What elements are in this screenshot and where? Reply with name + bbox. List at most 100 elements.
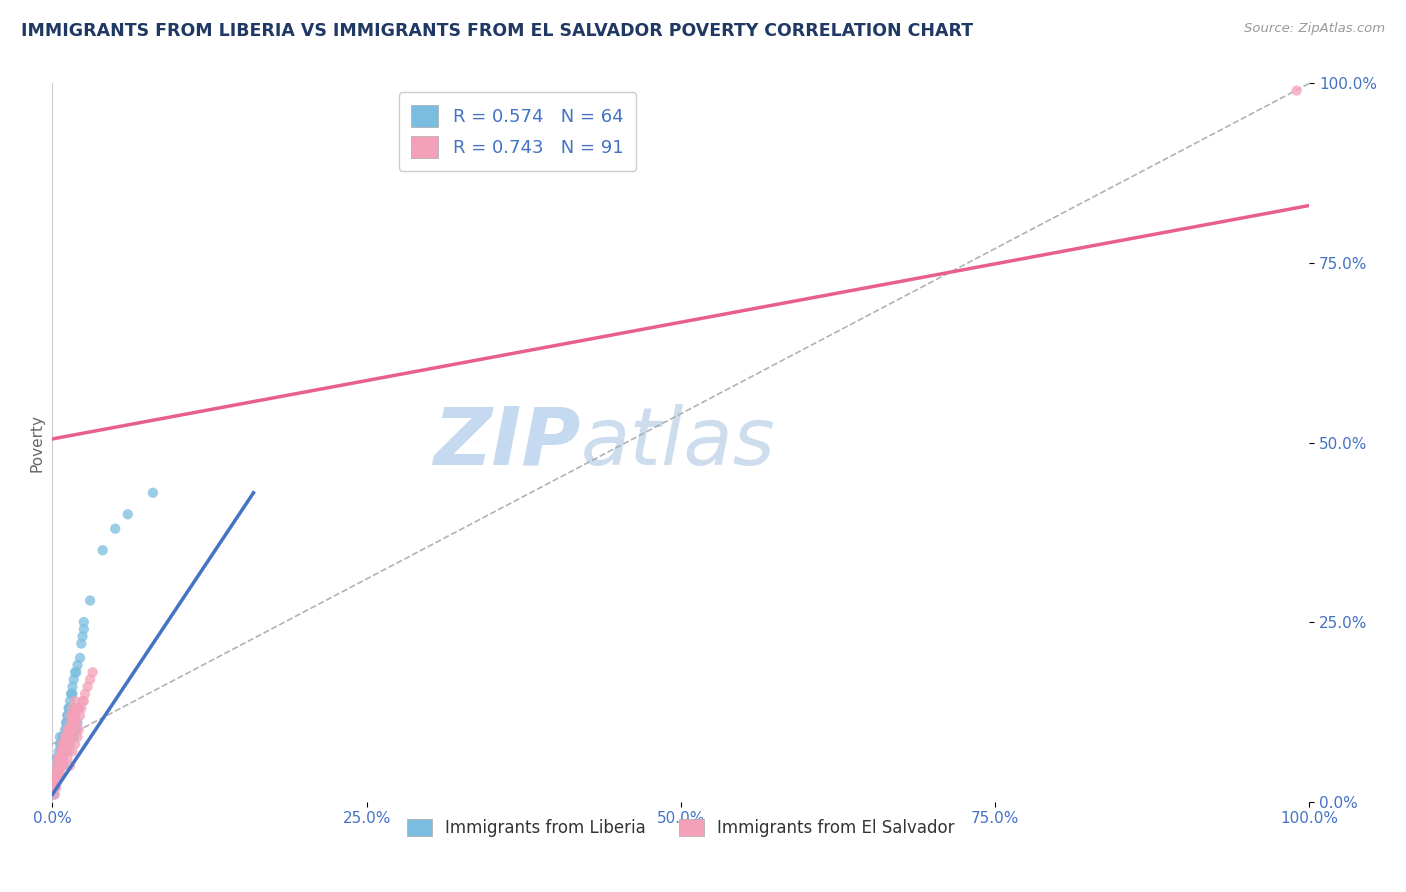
Point	[53, 737, 76, 751]
Point	[66, 658, 89, 673]
Point	[69, 708, 91, 723]
Point	[62, 723, 84, 737]
Point	[51, 744, 73, 758]
Point	[52, 758, 75, 772]
Point	[49, 751, 72, 765]
Point	[45, 765, 67, 780]
Point	[62, 680, 84, 694]
Point	[48, 744, 70, 758]
Point	[52, 744, 75, 758]
Point	[117, 508, 139, 522]
Point	[44, 780, 66, 795]
Y-axis label: Poverty: Poverty	[30, 414, 44, 472]
Point	[70, 701, 93, 715]
Point	[82, 665, 104, 680]
Point	[63, 665, 86, 680]
Point	[55, 737, 77, 751]
Point	[62, 715, 84, 730]
Point	[66, 730, 89, 744]
Point	[73, 694, 96, 708]
Point	[44, 780, 66, 795]
Text: atlas: atlas	[581, 403, 775, 482]
Point	[51, 758, 73, 772]
Point	[45, 772, 67, 787]
Point	[65, 701, 87, 715]
Point	[56, 723, 79, 737]
Point	[58, 730, 80, 744]
Point	[51, 751, 73, 765]
Point	[59, 708, 82, 723]
Point	[79, 593, 101, 607]
Point	[49, 751, 72, 765]
Point	[62, 744, 84, 758]
Point	[51, 737, 73, 751]
Point	[63, 737, 86, 751]
Point	[60, 687, 83, 701]
Point	[46, 772, 69, 787]
Point	[62, 715, 84, 730]
Point	[60, 723, 83, 737]
Point	[59, 694, 82, 708]
Point	[48, 765, 70, 780]
Point	[51, 744, 73, 758]
Point	[49, 737, 72, 751]
Point	[42, 780, 65, 795]
Point	[53, 737, 76, 751]
Point	[65, 715, 87, 730]
Point	[60, 730, 83, 744]
Point	[51, 751, 73, 765]
Point	[63, 708, 86, 723]
Point	[63, 694, 86, 708]
Point	[52, 744, 75, 758]
Point	[79, 673, 101, 687]
Point	[49, 765, 72, 780]
Point	[48, 751, 70, 765]
Text: IMMIGRANTS FROM LIBERIA VS IMMIGRANTS FROM EL SALVADOR POVERTY CORRELATION CHART: IMMIGRANTS FROM LIBERIA VS IMMIGRANTS FR…	[21, 22, 973, 40]
Point	[65, 723, 87, 737]
Point	[75, 687, 97, 701]
Point	[44, 772, 66, 787]
Point	[60, 687, 83, 701]
Point	[69, 651, 91, 665]
Point	[51, 737, 73, 751]
Point	[66, 701, 89, 715]
Point	[44, 788, 66, 802]
Point	[46, 765, 69, 780]
Point	[46, 758, 69, 772]
Point	[51, 758, 73, 772]
Point	[59, 723, 82, 737]
Point	[42, 788, 65, 802]
Point	[46, 758, 69, 772]
Text: ZIP: ZIP	[433, 403, 581, 482]
Point	[55, 737, 77, 751]
Point	[51, 751, 73, 765]
Point	[73, 615, 96, 629]
Point	[67, 723, 90, 737]
Point	[59, 723, 82, 737]
Point	[51, 751, 73, 765]
Point	[76, 680, 98, 694]
Point	[70, 637, 93, 651]
Point	[58, 723, 80, 737]
Point	[56, 708, 79, 723]
Point	[104, 522, 127, 536]
Point	[55, 715, 77, 730]
Point	[53, 730, 76, 744]
Point	[49, 758, 72, 772]
Point	[51, 758, 73, 772]
Point	[48, 765, 70, 780]
Point	[46, 772, 69, 787]
Point	[62, 715, 84, 730]
Point	[45, 751, 67, 765]
Point	[55, 715, 77, 730]
Point	[53, 737, 76, 751]
Point	[62, 708, 84, 723]
Point	[44, 765, 66, 780]
Point	[52, 737, 75, 751]
Point	[55, 730, 77, 744]
Point	[62, 730, 84, 744]
Point	[62, 715, 84, 730]
Point	[49, 758, 72, 772]
Point	[51, 744, 73, 758]
Point	[58, 744, 80, 758]
